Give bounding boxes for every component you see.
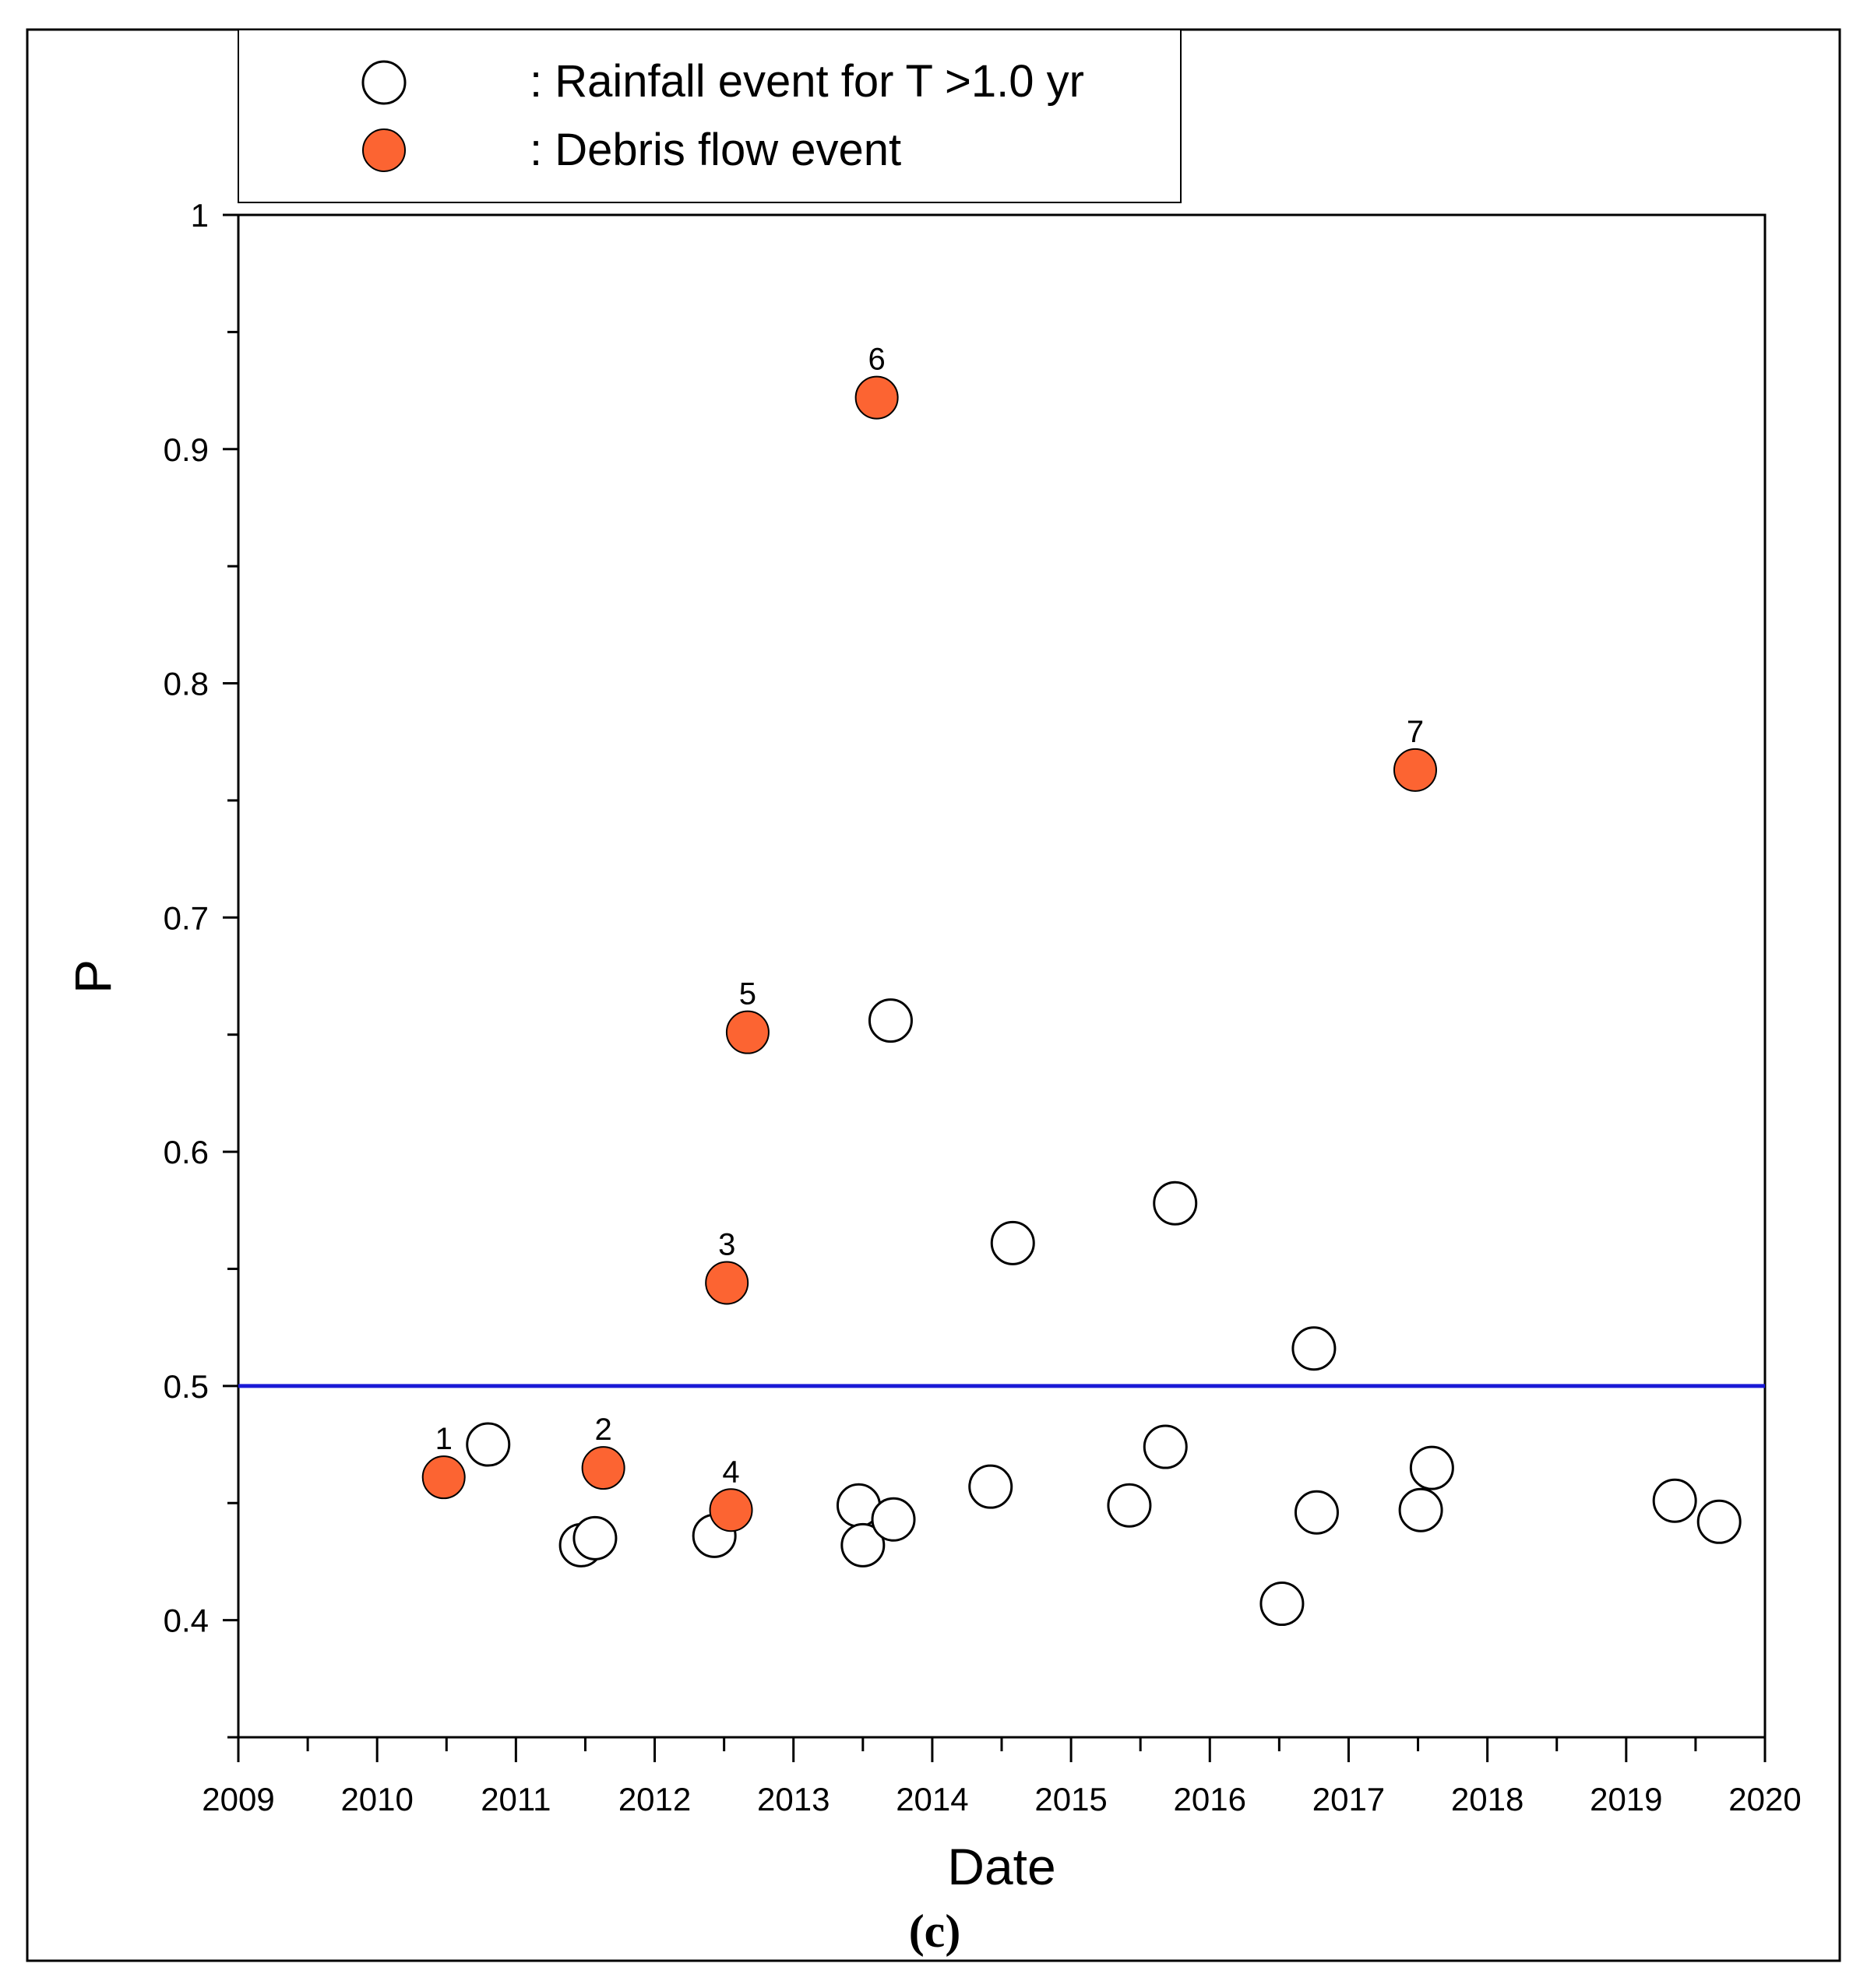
rainfall-event-point	[1259, 1582, 1305, 1627]
debris-flow-point	[709, 1488, 753, 1532]
rainfall-event-point	[572, 1515, 618, 1560]
rainfall-event-point	[1153, 1180, 1198, 1226]
rainfall-event-point	[1696, 1499, 1742, 1544]
legend-box	[238, 29, 1182, 203]
x-tick-label: 2012	[618, 1781, 691, 1817]
rainfall-event-point	[1652, 1478, 1697, 1523]
x-tick-label: 2017	[1312, 1781, 1385, 1817]
x-tick-label: 2018	[1451, 1781, 1524, 1817]
x-tick-label: 2013	[757, 1781, 830, 1817]
rainfall-event-point	[840, 1522, 886, 1568]
y-axis-title: P	[64, 959, 122, 994]
x-tick-label: 2009	[202, 1781, 274, 1817]
rainfall-event-point	[990, 1220, 1035, 1265]
rainfall-event-point	[968, 1464, 1013, 1509]
points-layer: 1 2 3 4 5 6 7	[421, 343, 1742, 1627]
rainfall-event-point	[1409, 1445, 1454, 1490]
debris-flow-point	[705, 1261, 749, 1305]
x-axis-title: Date	[947, 1838, 1055, 1895]
rainfall-event-point	[1143, 1424, 1188, 1469]
debris-flow-point-label: 3	[718, 1228, 735, 1262]
debris-flow-point-label: 2	[594, 1413, 611, 1447]
legend-label-debris: : Debris flow event	[530, 125, 901, 175]
x-axis: 2009 2010 2011 2012 2013 2014 2015 2016 2017 2018…	[202, 1737, 1802, 1817]
rainfall-event-point	[871, 1497, 916, 1542]
x-tick-label: 2014	[896, 1781, 968, 1817]
debris-flow-point-label: 1	[435, 1422, 453, 1456]
debris-flow-point	[854, 375, 899, 420]
debris-flow-point-label: 4	[722, 1455, 739, 1489]
rainfall-event-point	[1107, 1483, 1152, 1528]
legend: : Rainfall event for T >1.0 yr : Debris …	[238, 29, 1182, 203]
y-tick-label: 0.7	[164, 899, 209, 936]
legend-label-rainfall: : Rainfall event for T >1.0 yr	[530, 56, 1084, 107]
y-tick-label: 0.9	[164, 431, 209, 468]
x-tick-label: 2020	[1728, 1781, 1801, 1817]
rainfall-event-point	[868, 998, 913, 1043]
y-axis: 0.4 0.5 0.6 0.7 0.8 0.9 1	[164, 197, 238, 1739]
rainfall-event-point	[466, 1422, 511, 1467]
debris-flow-point	[1393, 748, 1437, 792]
debris-flow-point	[421, 1455, 466, 1500]
debris-flow-point-label: 5	[739, 977, 756, 1012]
debris-flow-point	[725, 1010, 770, 1054]
debris-flow-point-label: 7	[1407, 715, 1424, 749]
rainfall-event-point	[1291, 1326, 1337, 1371]
legend-open-circle-marker	[361, 60, 407, 105]
debris-flow-point-label: 6	[868, 343, 886, 377]
figure-frame	[26, 28, 1841, 1962]
debris-flow-point	[581, 1446, 625, 1490]
rainfall-event-point	[1398, 1487, 1443, 1532]
panel-label: (c)	[909, 1905, 961, 1957]
x-tick-label: 2010	[340, 1781, 413, 1817]
x-tick-label: 2011	[481, 1781, 551, 1817]
legend-filled-circle-marker	[362, 128, 406, 172]
y-tick-label: 0.8	[164, 666, 209, 702]
x-tick-label: 2015	[1034, 1781, 1107, 1817]
y-tick-label: 0.5	[164, 1368, 209, 1405]
y-tick-label: 0.6	[164, 1134, 209, 1170]
x-tick-label: 2016	[1174, 1781, 1246, 1817]
x-tick-label: 2019	[1590, 1781, 1662, 1817]
y-tick-label: 1	[191, 197, 209, 234]
y-tick-label: 0.4	[164, 1603, 209, 1639]
rainfall-event-point	[1294, 1490, 1339, 1535]
